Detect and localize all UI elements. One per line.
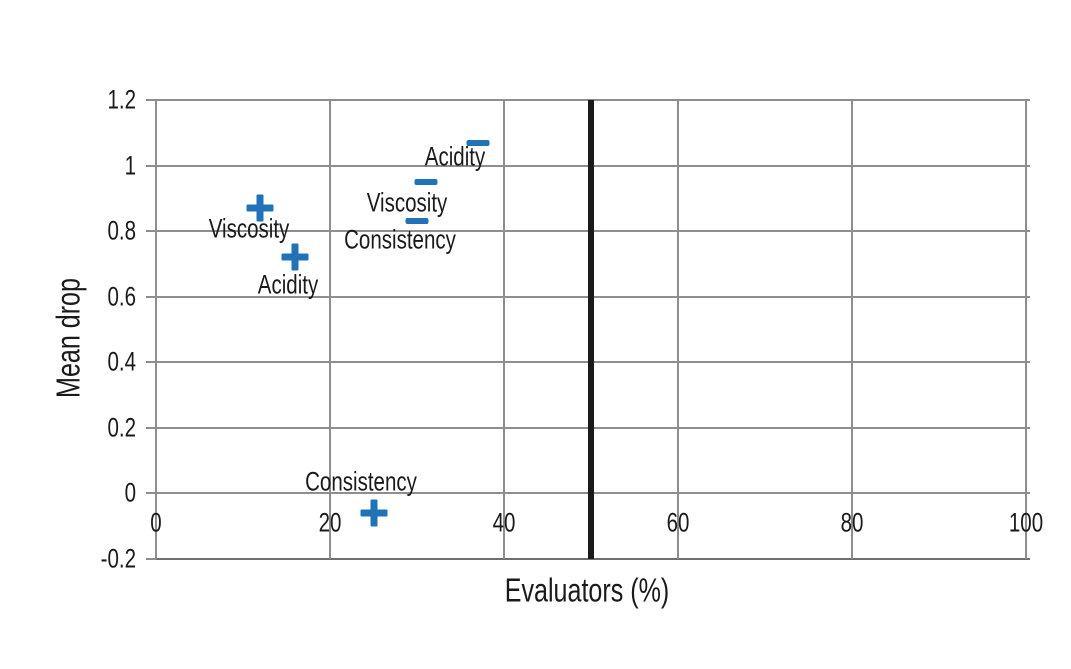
point-label: Acidity (248, 269, 328, 300)
plus-marker (281, 243, 309, 271)
point-label: Viscosity (196, 213, 302, 244)
x-tick-label: 60 (663, 507, 693, 538)
x-tick-label-text: 20 (318, 507, 342, 538)
x-axis-title-text: Evaluators (%) (504, 571, 670, 609)
x-tick-label: 40 (489, 507, 519, 538)
y-axis-tick (146, 361, 156, 363)
y-tick-label: 0 (121, 477, 136, 508)
y-axis-title-text: Mean drop (49, 278, 87, 398)
minus-marker (405, 218, 429, 225)
reference-line (588, 100, 594, 559)
y-axis-tick (146, 557, 156, 560)
y-tick-label-text: 1 (124, 150, 136, 180)
point-label-text: Viscosity (209, 213, 290, 244)
v-gridline (677, 100, 679, 559)
minus-marker (414, 178, 438, 185)
y-axis-tick (146, 492, 156, 494)
y-axis-tick (146, 426, 156, 429)
y-tick-label-text: 0.2 (107, 412, 136, 442)
y-tick-label: 0.2 (98, 414, 136, 441)
y-tick-label: 1 (121, 152, 136, 179)
x-axis-title: Evaluators (%) (479, 574, 695, 607)
y-axis-tick (146, 230, 156, 232)
y-tick-label-text: 0 (124, 477, 136, 508)
y-axis-title: Mean drop (49, 259, 87, 417)
x-tick-label-text: 80 (840, 507, 864, 538)
point-label-text: Acidity (424, 141, 486, 172)
point-label: Viscosity (354, 189, 460, 216)
point-label: Consistency (287, 468, 434, 495)
y-axis-tick (146, 164, 156, 167)
x-tick-label: 0 (148, 507, 163, 538)
plus-marker (246, 194, 274, 222)
y-tick-label-text: -0.2 (100, 543, 136, 573)
v-gridline (851, 100, 853, 559)
x-tick-label: 100 (1003, 507, 1048, 538)
point-label: Consistency (326, 224, 473, 255)
y-axis-tick (146, 295, 156, 298)
y-tick-label-text: 0.8 (107, 215, 136, 246)
v-gridline (329, 100, 331, 559)
x-tick-label-text: 60 (666, 507, 690, 538)
v-gridline (1025, 100, 1027, 559)
v-gridline (503, 100, 505, 559)
y-tick-label-text: 0.6 (107, 281, 136, 311)
y-tick-label: 0.6 (98, 283, 136, 310)
y-tick-label: 1.2 (98, 84, 136, 115)
y-axis-tick (146, 99, 156, 101)
y-tick-label-text: 0.4 (107, 346, 136, 377)
point-label-text: Consistency (344, 224, 456, 255)
point-label-text: Viscosity (366, 187, 447, 218)
x-tick-label: 20 (315, 507, 345, 538)
y-axis-line (155, 100, 157, 559)
y-tick-label: 0.8 (98, 215, 136, 246)
x-tick-label-text: 40 (492, 507, 516, 538)
x-tick-label-text: 0 (150, 507, 162, 538)
x-tick-label-text: 100 (1008, 507, 1044, 538)
minus-marker (466, 139, 490, 146)
point-label-text: Acidity (257, 269, 319, 300)
y-tick-label: 0.4 (98, 346, 136, 377)
x-tick-label: 80 (837, 507, 867, 538)
plus-marker (360, 499, 387, 527)
point-label-text: Consistency (304, 466, 417, 497)
y-tick-label: -0.2 (89, 545, 136, 572)
point-label: Acidity (415, 143, 495, 170)
y-tick-label-text: 1.2 (107, 84, 136, 115)
